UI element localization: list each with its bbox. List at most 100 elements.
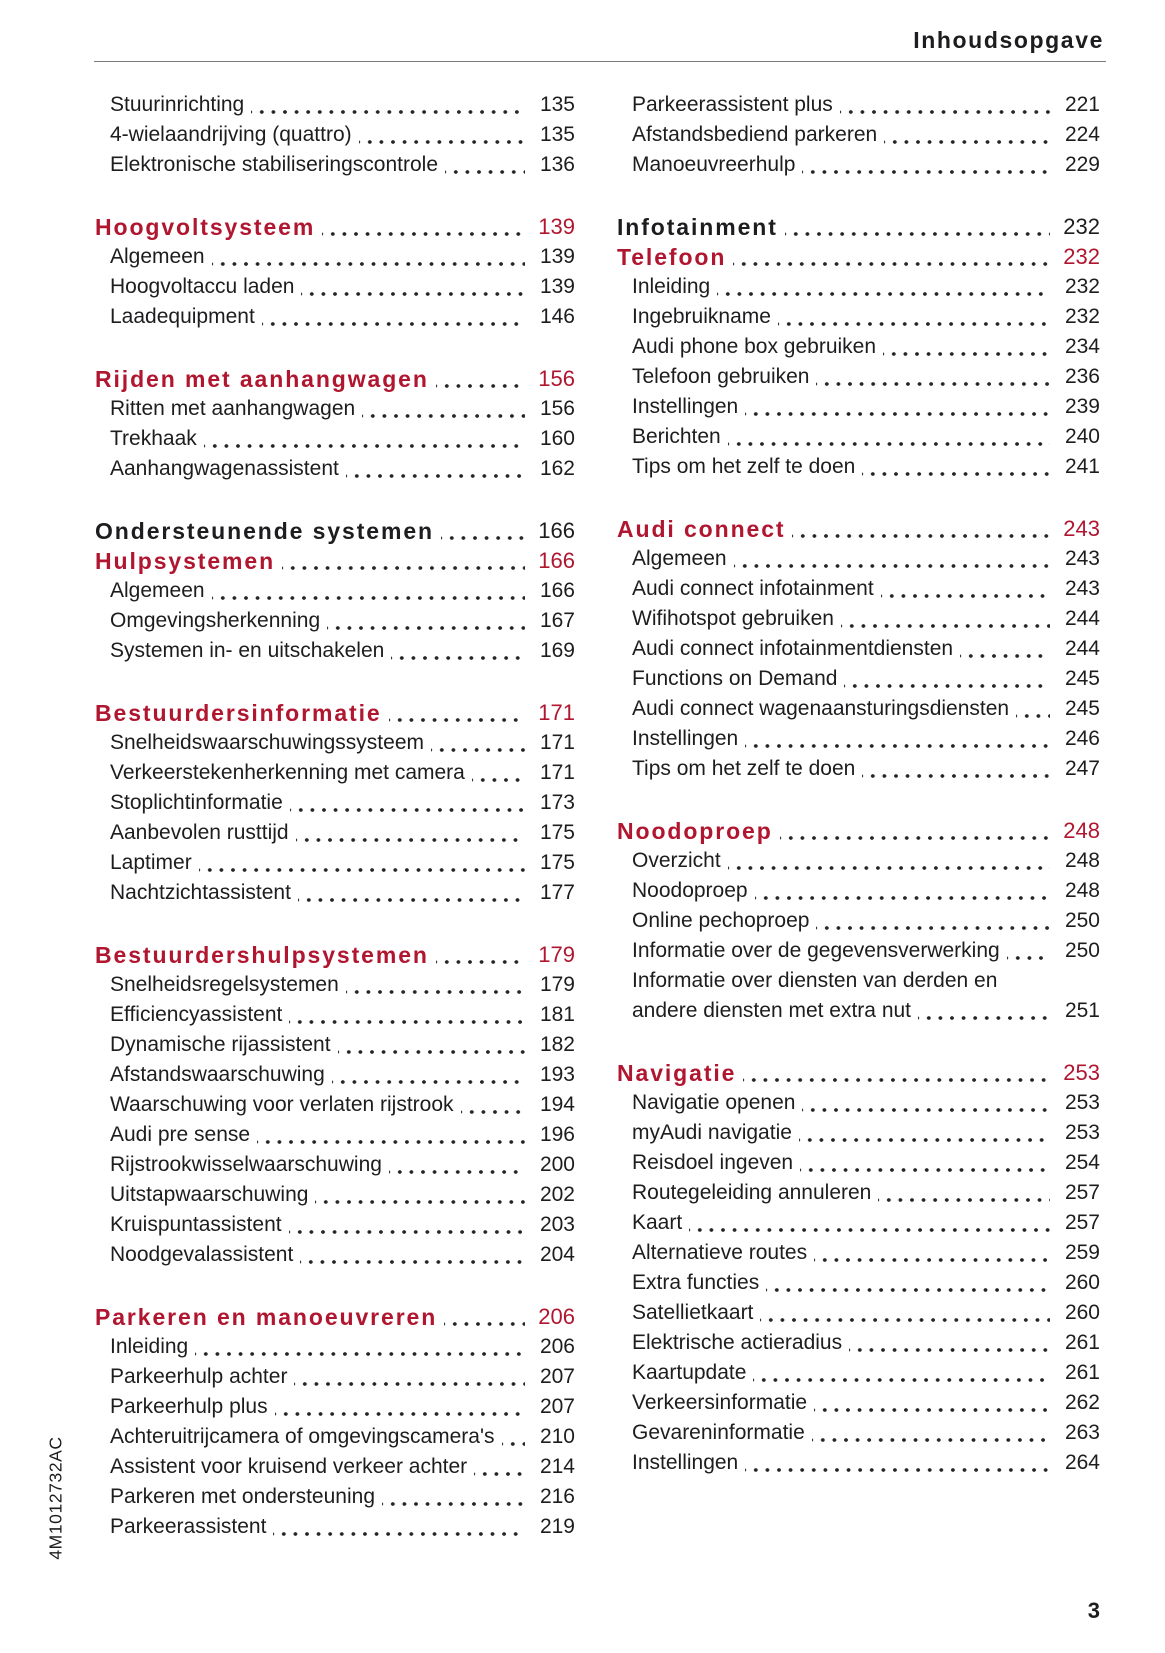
toc-entry-page: 224 (1064, 123, 1100, 146)
toc-entry-page: 243 (1063, 516, 1100, 541)
toc-entry-page: 260 (1064, 1271, 1100, 1294)
toc-entry-page: 244 (1064, 607, 1100, 630)
toc-entry: 4-wielaandrijving (quattro) 135 (95, 120, 575, 150)
toc-entry-label: Infotainment (617, 214, 778, 240)
toc-entry-label: Achteruitrijcamera of omgevingscamera's (110, 1425, 495, 1448)
toc-entry-label: Tips om het zelf te doen (632, 757, 856, 780)
toc-entry-page: 135 (539, 123, 575, 146)
dot-leader (883, 332, 1050, 362)
toc-entry-label: Snelheidsregelsystemen (110, 973, 339, 996)
toc-entry-label: Systemen in- en uitschakelen (110, 639, 385, 662)
toc-entry-page: 214 (539, 1455, 575, 1478)
dot-leader (798, 1118, 1050, 1148)
toc-chapter-heading: Hoogvoltsysteem 139 (95, 212, 575, 242)
footer-page-number: 3 (1087, 1598, 1100, 1623)
toc-entry-page: 166 (538, 548, 575, 573)
toc-entry-label: Hoogvoltaccu laden (110, 275, 295, 298)
table-of-contents: Stuurinrichting 135 4-wielaandrijving (qua… (95, 90, 1100, 1542)
dot-leader (753, 1358, 1050, 1388)
toc-entry-page: 261 (1064, 1331, 1100, 1354)
dot-leader (315, 1180, 525, 1210)
toc-entry-page: 261 (1064, 1361, 1100, 1384)
toc-entry-page: 207 (539, 1395, 575, 1418)
dot-leader (792, 514, 1050, 544)
dot-leader (345, 454, 525, 484)
dot-leader (1006, 936, 1050, 966)
toc-entry-page: 181 (539, 1003, 575, 1026)
dot-leader (358, 120, 525, 150)
dot-leader (435, 940, 525, 970)
page-title: Inhoudsopgave (913, 27, 1104, 53)
dot-leader (918, 996, 1050, 1026)
toc-entry-page: 206 (538, 1304, 575, 1329)
toc-entry-label: Audi connect (617, 516, 786, 542)
toc-entry: Audi connect infotainmentdiensten 244 (617, 634, 1100, 664)
toc-entry: Elektronische stabiliseringscontrole 136 (95, 150, 575, 180)
toc-entry-page: 240 (1064, 425, 1100, 448)
dot-leader (322, 212, 525, 242)
toc-entry: Assistent voor kruisend verkeer achter 21… (95, 1452, 575, 1482)
toc-entry: Stuurinrichting 135 (95, 90, 575, 120)
toc-entry-label: Elektrische actieradius (632, 1331, 843, 1354)
toc-part-heading: Infotainment 232 (617, 212, 1100, 242)
toc-entry-page: 262 (1064, 1391, 1100, 1414)
dot-leader (388, 1150, 525, 1180)
toc-entry: Alternatieve routes 259 (617, 1238, 1100, 1268)
toc-entry: Informatie over diensten van derden en (617, 966, 1100, 996)
toc-entry: Parkeerassistent plus 221 (617, 90, 1100, 120)
dot-leader (471, 758, 525, 788)
toc-entry-page: 219 (539, 1515, 575, 1538)
toc-entry-page: 203 (539, 1213, 575, 1236)
toc-entry-label: Aanhangwagenassistent (110, 457, 339, 480)
toc-chapter-heading: Telefoon 232 (617, 242, 1100, 272)
dot-leader (862, 754, 1050, 784)
dot-leader (745, 1448, 1050, 1478)
toc-entry-page: 253 (1064, 1091, 1100, 1114)
toc-entry: Achteruitrijcamera of omgevingscamera's 2… (95, 1422, 575, 1452)
dot-leader (733, 242, 1050, 272)
toc-entry-page: 239 (1064, 395, 1100, 418)
toc-entry-label: Noodoproep (617, 818, 773, 844)
toc-entry-label: Reisdoel ingeven (632, 1151, 794, 1174)
toc-entry-page: 171 (539, 731, 575, 754)
toc-entry-page: 210 (539, 1425, 575, 1448)
dot-leader (251, 90, 525, 120)
toc-entry-page: 260 (1064, 1301, 1100, 1324)
dot-leader (802, 1088, 1050, 1118)
dot-leader (727, 422, 1050, 452)
toc-entry-page: 245 (1064, 697, 1100, 720)
toc-entry-label: Inleiding (110, 1335, 189, 1358)
toc-entry-page: 156 (539, 397, 575, 420)
dot-leader (727, 846, 1050, 876)
toc-entry-page: 264 (1064, 1451, 1100, 1474)
toc-entry-page: 206 (539, 1335, 575, 1358)
toc-section: Audi connect 243 Algemeen 243 Audi connect i… (617, 514, 1100, 784)
toc-entry-label: Verkeersinformatie (632, 1391, 808, 1414)
toc-chapter-heading: Hulpsystemen 166 (95, 546, 575, 576)
toc-entry: Kruispuntassistent 203 (95, 1210, 575, 1240)
toc-entry-page: 254 (1064, 1151, 1100, 1174)
toc-entry-label: Navigatie (617, 1060, 737, 1086)
toc-entry: Dynamische rijassistent 182 (95, 1030, 575, 1060)
toc-entry-page: 244 (1064, 637, 1100, 660)
toc-entry-label: Parkeerassistent plus (632, 93, 833, 116)
toc-entry-page: 135 (539, 93, 575, 116)
toc-chapter-heading: Navigatie 253 (617, 1058, 1100, 1088)
toc-entry-page: 247 (1064, 757, 1100, 780)
toc-entry: Trekhaak 160 (95, 424, 575, 454)
toc-entry-label: Hulpsystemen (95, 548, 276, 574)
dot-leader (1016, 694, 1050, 724)
toc-entry-label: Parkeren en manoeuvreren (95, 1304, 438, 1330)
toc-entry-page: 175 (539, 821, 575, 844)
toc-entry-page: 162 (539, 457, 575, 480)
toc-entry-label: Alternatieve routes (632, 1241, 808, 1264)
dot-leader (444, 1302, 525, 1332)
dot-leader (300, 1240, 525, 1270)
toc-entry-label: Online pechoproep (632, 909, 810, 932)
toc-entry-label: 4-wielaandrijving (quattro) (110, 123, 352, 146)
toc-entry-page: 248 (1063, 818, 1100, 843)
toc-chapter-heading: Parkeren en manoeuvreren 206 (95, 1302, 575, 1332)
toc-entry-page: 248 (1064, 879, 1100, 902)
dot-leader (198, 848, 525, 878)
toc-entry-label: Afstandswaarschuwing (110, 1063, 325, 1086)
